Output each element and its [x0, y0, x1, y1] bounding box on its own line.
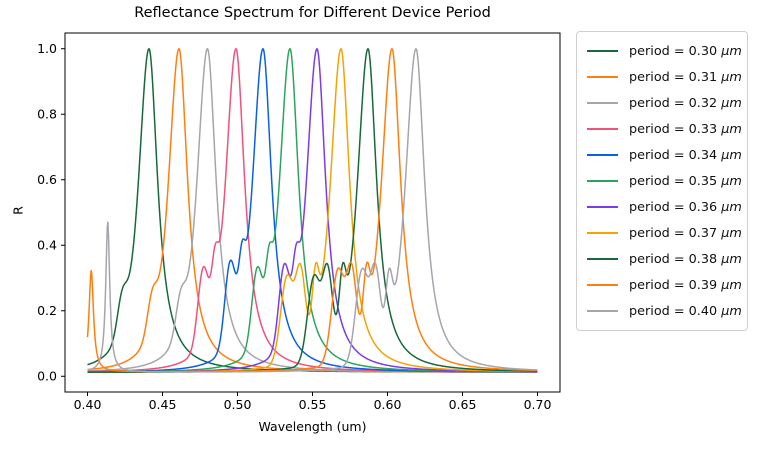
legend-unit: μm — [721, 147, 742, 163]
legend-line-swatch — [587, 180, 618, 182]
legend-label: period = 0.33 μm — [629, 121, 742, 137]
legend-label: period = 0.40 μm — [629, 303, 742, 319]
series-line-0.35 — [87, 48, 538, 373]
legend-item-0.39: period = 0.39 μm — [587, 272, 742, 298]
legend-line-swatch — [587, 258, 618, 260]
y-tick-label: 0.0 — [37, 369, 57, 384]
x-tick-label: 0.60 — [374, 397, 402, 412]
legend-item-0.36: period = 0.36 μm — [587, 194, 742, 220]
legend-label: period = 0.34 μm — [629, 147, 742, 163]
legend-label: period = 0.32 μm — [629, 95, 742, 111]
legend-item-0.40: period = 0.40 μm — [587, 298, 742, 324]
legend-unit: μm — [721, 69, 742, 85]
x-axis-label: Wavelength (um) — [258, 419, 367, 434]
legend-label: period = 0.39 μm — [629, 277, 742, 293]
legend-line-swatch — [587, 154, 618, 156]
series-line-0.38 — [87, 48, 538, 373]
legend-item-0.32: period = 0.32 μm — [587, 90, 742, 116]
legend-item-0.37: period = 0.37 μm — [587, 220, 742, 246]
legend-unit: μm — [721, 121, 742, 137]
legend-item-0.30: period = 0.30 μm — [587, 38, 742, 64]
y-tick-label: 0.8 — [37, 107, 57, 122]
legend-unit: μm — [721, 277, 742, 293]
legend-line-swatch — [587, 76, 618, 78]
chart-title: Reflectance Spectrum for Different Devic… — [134, 5, 491, 21]
legend-line-swatch — [587, 284, 618, 286]
legend: period = 0.30 μm period = 0.31 μm period =… — [576, 31, 748, 331]
legend-label: period = 0.31 μm — [629, 69, 742, 85]
y-axis-label: R — [10, 206, 26, 215]
x-tick-label: 0.65 — [449, 397, 477, 412]
series-line-0.39 — [86, 48, 538, 373]
series-line-0.30 — [87, 48, 538, 373]
legend-line-swatch — [587, 102, 618, 104]
legend-item-0.35: period = 0.35 μm — [587, 168, 742, 194]
legend-label: period = 0.38 μm — [629, 251, 742, 267]
series-line-0.36 — [87, 48, 538, 373]
legend-line-swatch — [587, 310, 618, 312]
series-line-0.32 — [87, 47, 538, 373]
y-tick-label: 0.6 — [37, 172, 57, 187]
legend-line-swatch — [587, 232, 618, 234]
legend-unit: μm — [721, 173, 742, 189]
x-tick-label: 0.45 — [149, 397, 177, 412]
legend-unit: μm — [721, 43, 742, 59]
legend-label: period = 0.30 μm — [629, 43, 742, 59]
series-line-0.31 — [87, 48, 538, 373]
legend-unit: μm — [721, 303, 742, 319]
legend-line-swatch — [587, 128, 618, 130]
legend-line-swatch — [587, 50, 618, 52]
legend-label: period = 0.36 μm — [629, 199, 742, 215]
series-line-0.33 — [87, 48, 538, 373]
series-line-0.37 — [87, 48, 538, 373]
series-line-0.40 — [87, 48, 538, 373]
legend-unit: μm — [721, 251, 742, 267]
legend-item-0.31: period = 0.31 μm — [587, 64, 742, 90]
legend-label: period = 0.37 μm — [629, 225, 742, 241]
legend-item-0.33: period = 0.33 μm — [587, 116, 742, 142]
legend-item-0.38: period = 0.38 μm — [587, 246, 742, 272]
legend-unit: μm — [721, 225, 742, 241]
x-tick-label: 0.70 — [524, 397, 552, 412]
legend-unit: μm — [721, 199, 742, 215]
legend-line-swatch — [587, 206, 618, 208]
y-tick-label: 0.2 — [37, 303, 57, 318]
legend-unit: μm — [721, 95, 742, 111]
x-tick-label: 0.55 — [299, 397, 327, 412]
x-tick-label: 0.40 — [74, 397, 102, 412]
y-tick-label: 0.4 — [37, 238, 57, 253]
series-line-0.34 — [87, 48, 538, 373]
x-tick-label: 0.50 — [224, 397, 252, 412]
legend-label: period = 0.35 μm — [629, 173, 742, 189]
y-tick-label: 1.0 — [37, 41, 57, 56]
legend-item-0.34: period = 0.34 μm — [587, 142, 742, 168]
